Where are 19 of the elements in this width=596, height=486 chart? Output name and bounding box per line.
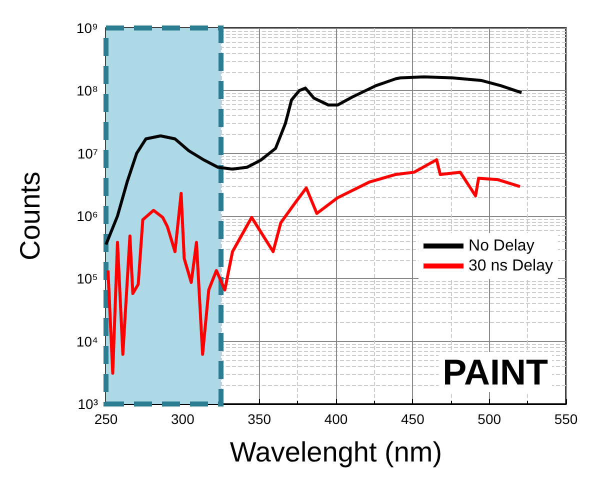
x-tick-label: 300	[170, 411, 195, 427]
y-tick-label: 10⁸	[76, 82, 98, 99]
y-tick-label: 10⁵	[76, 270, 98, 287]
y-tick-label: 10⁷	[77, 145, 98, 162]
y-tick-label: 10⁹	[76, 20, 98, 36]
x-tick-label: 400	[324, 411, 348, 427]
x-tick-label: 500	[478, 411, 502, 427]
legend-label: No Delay	[468, 238, 534, 254]
x-tick-label: 350	[248, 411, 272, 427]
legend-label: 30 ns Delay	[468, 258, 554, 274]
y-axis-title: Counts	[14, 172, 46, 260]
x-axis-title: Wavelenght (nm)	[230, 436, 442, 468]
annotation: PAINT	[442, 352, 548, 392]
x-tick-label: 250	[94, 411, 118, 427]
y-tick-label: 10³	[78, 396, 98, 412]
y-tick-label: 10⁶	[76, 208, 98, 224]
y-tick-label: 10⁴	[76, 333, 98, 350]
x-tick-label: 550	[554, 411, 578, 427]
x-tick-label: 450	[400, 411, 425, 427]
